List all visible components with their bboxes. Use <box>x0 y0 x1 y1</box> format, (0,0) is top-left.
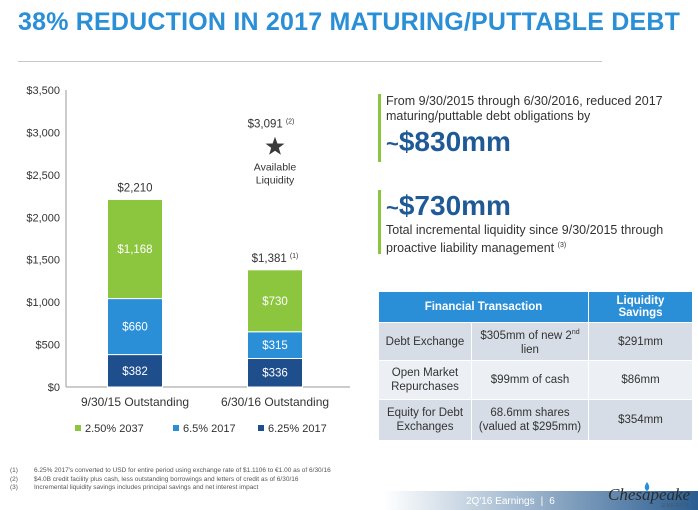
y-tick-label: $0 <box>48 382 60 394</box>
logo-subtext: ENERGY <box>662 503 690 509</box>
callout-tilde: ~ <box>386 131 399 156</box>
page-title: 38% REDUCTION IN 2017 MATURING/PUTTABLE … <box>18 8 681 36</box>
callout-liquidity-value: ~$730mm <box>386 190 511 222</box>
footnote-text: Incremental liquidity savings includes p… <box>34 484 259 491</box>
bar-value-label: $336 <box>262 368 288 380</box>
footnote-ref: (3) <box>557 242 567 249</box>
table-header-savings: Liquidity Savings <box>588 291 693 323</box>
callout-liquidity-text: Total incremental liquidity since 9/30/2… <box>386 223 686 256</box>
table-cell-savings: $291mm <box>588 322 693 361</box>
table-cell-transaction: Equity for Debt Exchanges <box>378 399 472 441</box>
annotation-label: Liquidity <box>256 175 295 187</box>
bar-total-label: $2,210 <box>117 182 152 194</box>
callout-accent-bar <box>378 190 381 254</box>
callout-liquidity-desc: Total incremental liquidity since 9/30/2… <box>386 223 664 256</box>
table-cell-detail: $305mm of new 2nd lien <box>471 322 589 361</box>
table-cell-transaction: Debt Exchange <box>378 322 472 361</box>
bar-segment <box>107 354 163 388</box>
bar-segment <box>247 357 303 388</box>
table-cell-savings: $354mm <box>588 399 693 441</box>
page-number: 6 <box>549 496 555 507</box>
legend-label: 2.50% 2037 <box>85 423 144 435</box>
footnote-number: (2) <box>10 475 18 483</box>
bar-segment <box>107 198 163 300</box>
footnote-ref: (1) <box>290 253 299 260</box>
bar-value-label: $382 <box>122 366 148 378</box>
bar-value-label: $315 <box>262 340 288 352</box>
callout-accent-bar <box>378 94 381 162</box>
table-row: Debt Exchange $305mm of new 2nd lien $29… <box>378 322 693 361</box>
transactions-table: Financial Transaction Liquidity Savings … <box>378 291 693 441</box>
y-tick-label: $2,500 <box>26 170 60 182</box>
chesapeake-logo <box>644 482 650 491</box>
title-divider <box>18 61 602 62</box>
y-tick-label: $1,000 <box>26 297 60 309</box>
callout-reduction-text: From 9/30/2015 through 6/30/2016, reduce… <box>386 94 663 123</box>
stacked-bar-chart: $0 $500 $1,000 $1,500 $2,000 $2,500 $3,000 $3,5… <box>26 85 350 435</box>
callout-liquidity-amount: $730mm <box>398 190 511 221</box>
bar-total-label: $1,381 (1) <box>252 253 299 265</box>
footnote-text: $4.0B credit facility plus cash, less ou… <box>34 475 299 483</box>
y-tick-label: $1,500 <box>26 255 60 267</box>
bar-segment <box>247 269 303 333</box>
table-cell-detail: $99mm of cash <box>471 360 589 400</box>
footnote-text: 6.25% 2017's converted to USD for entire… <box>34 467 331 474</box>
y-tick-label: $3,000 <box>26 127 60 139</box>
footnote: (2) $4.0B credit facility plus cash, less… <box>10 476 430 485</box>
y-tick-label: $3,500 <box>26 85 60 97</box>
legend-swatch <box>75 425 81 431</box>
legend-label: 6.25% 2017 <box>268 423 327 435</box>
x-category-label: 6/30/16 Outstanding <box>221 395 329 409</box>
footnote-number: (3) <box>10 484 18 491</box>
table-header-transaction: Financial Transaction <box>378 291 589 323</box>
footnote: (1) 6.25% 2017's converted to USD for ent… <box>10 467 430 476</box>
table-row: Open Market Repurchases $99mm of cash $8… <box>378 360 693 400</box>
footer: 2Q'16 Earnings | 6 <box>466 496 555 507</box>
callout-reduction-value: ~$830mm <box>386 126 511 158</box>
logo-wordmark: Chesapeake <box>608 485 691 504</box>
callout-tilde: ~ <box>386 195 399 220</box>
star-icon <box>265 136 285 155</box>
footnote-number: (1) <box>10 467 18 474</box>
legend-label: 6.5% 2017 <box>183 423 236 435</box>
table-cell-detail: 68.6mm shares (valued at $295mm) <box>471 399 589 441</box>
footnote-ref: (2) <box>286 119 295 126</box>
table-row: Equity for Debt Exchanges 68.6mm shares … <box>378 399 693 441</box>
footer-separator: | <box>540 496 544 507</box>
bar-value-label: $660 <box>122 322 148 334</box>
footer-band <box>0 491 698 510</box>
legend-swatch <box>173 425 179 431</box>
y-tick-label: $500 <box>36 340 60 352</box>
table-cell-transaction: Open Market Repurchases <box>378 360 472 400</box>
footnote: (3) Incremental liquidity savings include… <box>10 484 430 493</box>
logo-flame-icon <box>644 482 650 491</box>
bar-value-label: $730 <box>262 296 288 308</box>
callout-reduction-amount: $830mm <box>398 126 511 157</box>
table-cell-savings: $86mm <box>588 360 693 400</box>
x-category-label: 9/30/15 Outstanding <box>81 395 189 409</box>
annotation-label: Available <box>254 162 297 174</box>
footnotes: (1) 6.25% 2017's converted to USD for ent… <box>10 467 430 493</box>
y-tick-label: $2,000 <box>26 212 60 224</box>
legend-swatch <box>258 425 264 431</box>
footer-label: 2Q'16 Earnings <box>466 496 535 507</box>
bar-value-label: $1,168 <box>117 244 152 256</box>
annotation-value: $3,091 (2) <box>248 119 295 131</box>
